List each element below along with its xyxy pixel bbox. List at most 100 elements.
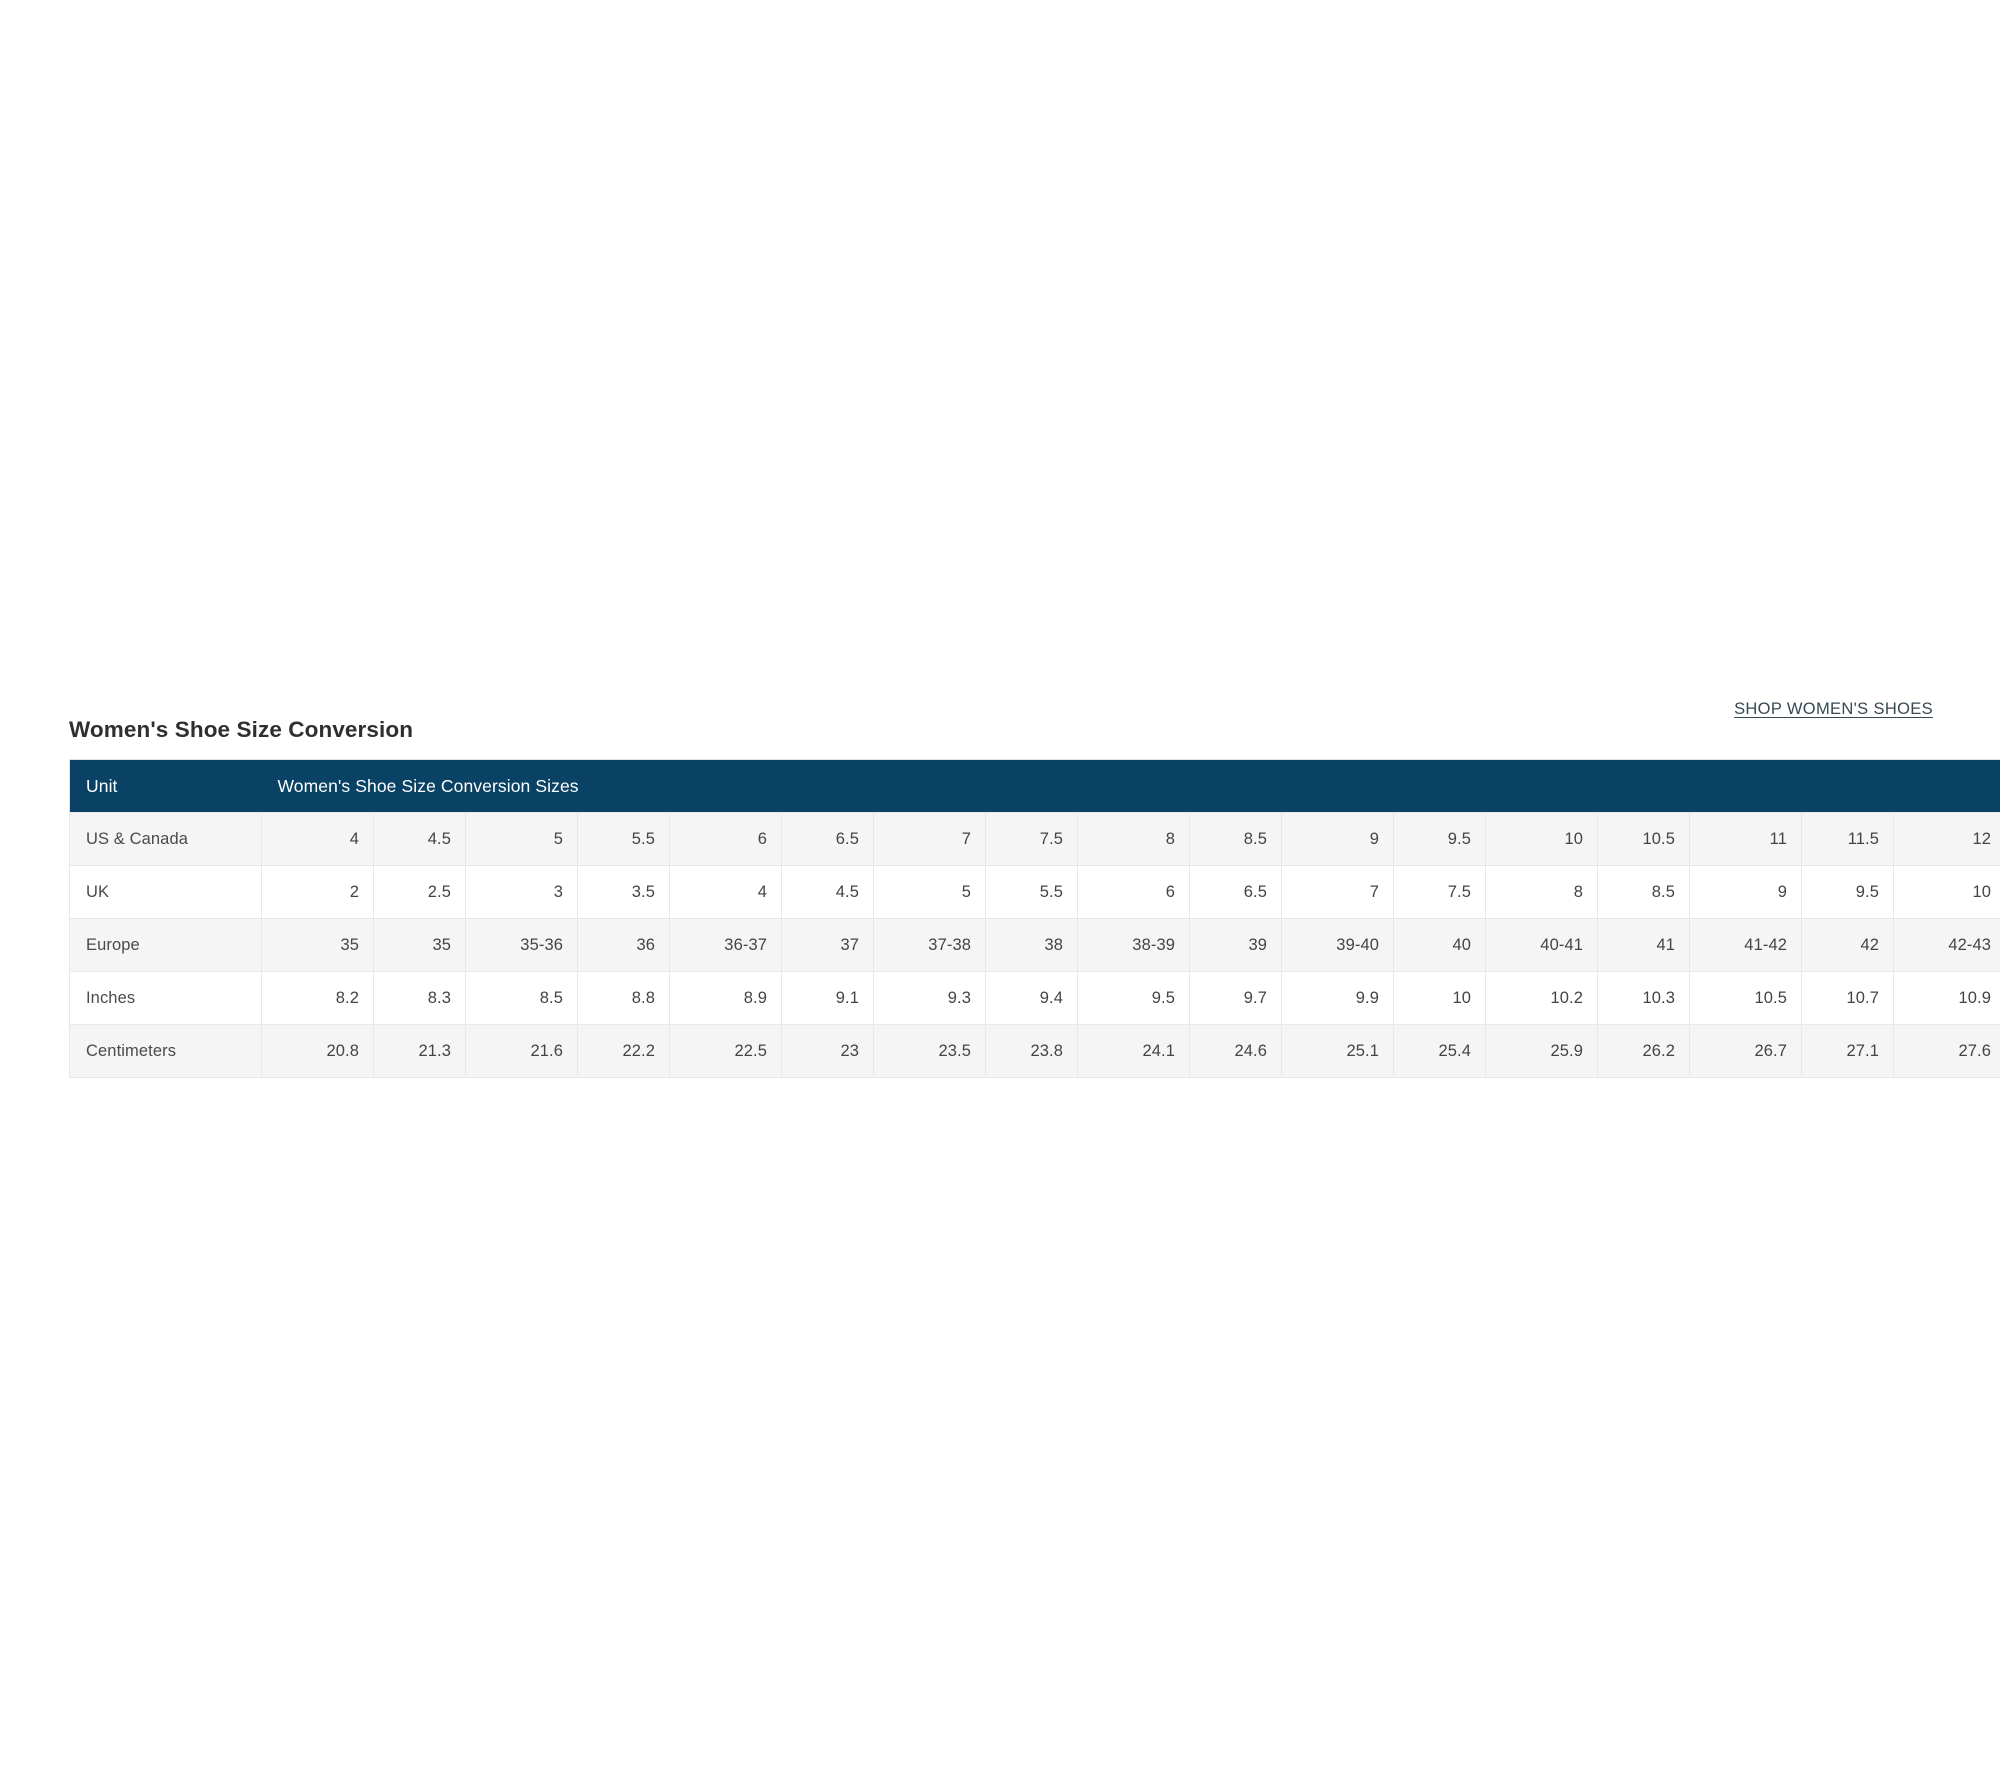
table-cell: 27.1 [1801,1024,1894,1078]
table-cell: 40 [1393,918,1486,972]
table-cell: 9 [1689,865,1802,919]
table-cell: 8.5 [1189,812,1282,866]
table-cell: 4.5 [781,865,874,919]
table-cell: 6 [1077,865,1190,919]
table-row: Inches 8.2 8.3 8.5 8.8 8.9 9.1 9.3 9.4 9.5 9.7 9.9 1… [69,971,2000,1025]
table-cell: 8.8 [577,971,670,1025]
table-cell: 23 [781,1024,874,1078]
table-cell: 9.5 [1077,971,1190,1025]
table-cell: 42-43 [1892,918,2000,972]
table-cell: 10.2 [1485,971,1598,1025]
table-cell: 26.2 [1597,1024,1690,1078]
table-row: Europe 35 35 35-36 36 36-37 37 37-38 38 38-39 39 39… [69,918,2000,972]
table-cell: 8.5 [465,971,578,1025]
table-cell: 36-37 [669,918,782,972]
table-cell: 8 [1485,865,1598,919]
table-row: US & Canada 4 4.5 5 5.5 6 6.5 7 7.5 8 8.5 9 9.5 10 10.… [69,812,2000,866]
table-cell: 22.2 [577,1024,670,1078]
table-cell: 24.6 [1189,1024,1282,1078]
table-cell: 8 [1077,812,1190,866]
table-cell: 10.7 [1801,971,1894,1025]
table-cell: 9.1 [781,971,874,1025]
table-cell: 6.5 [781,812,874,866]
table-cell: 3.5 [577,865,670,919]
column-header-unit: Unit [69,759,262,813]
table-cell: 11.5 [1801,812,1894,866]
table-cell: 38-39 [1077,918,1190,972]
table-cell: 25.4 [1393,1024,1486,1078]
table-cell: 3 [465,865,578,919]
table-row: Centimeters 20.8 21.3 21.6 22.2 22.5 23 23.5 23.… [69,1024,2000,1078]
table-cell: 10.3 [1597,971,1690,1025]
table-cell: 22.5 [669,1024,782,1078]
table-cell: 24.1 [1077,1024,1190,1078]
table-row: UK 2 2.5 3 3.5 4 4.5 5 5.5 6 6.5 7 7.5 8 8.5 9 9.5 10 [69,865,2000,919]
table-cell: 20.8 [261,1024,374,1078]
table-cell: 9.5 [1801,865,1894,919]
table-cell: 40-41 [1485,918,1598,972]
table-cell: 4 [669,865,782,919]
table-cell: 21.3 [373,1024,466,1078]
table-cell: 5.5 [577,812,670,866]
table-cell: 9.7 [1189,971,1282,1025]
table-cell: 25.9 [1485,1024,1598,1078]
table-cell: 2.5 [373,865,466,919]
table-cell: 4 [261,812,374,866]
table-cell: 41 [1597,918,1690,972]
row-label-centimeters: Centimeters [69,1024,262,1078]
table-cell: 8.9 [669,971,782,1025]
table-cell: 10.9 [1892,971,2000,1025]
table-cell: 35 [373,918,466,972]
table-cell: 36 [577,918,670,972]
row-label-uk: UK [69,865,262,919]
table-cell: 35-36 [465,918,578,972]
table-cell: 9.5 [1393,812,1486,866]
table-cell: 9 [1281,812,1394,866]
table-cell: 23.5 [873,1024,986,1078]
table-cell: 8.2 [261,971,374,1025]
table-cell: 10.5 [1597,812,1690,866]
table-cell: 35 [261,918,374,972]
table-cell: 10.5 [1689,971,1802,1025]
page-title: Women's Shoe Size Conversion [69,716,414,742]
table-cell: 21.6 [465,1024,578,1078]
table-cell: 6.5 [1189,865,1282,919]
row-label-us-canada: US & Canada [69,812,262,866]
table-cell: 7.5 [1393,865,1486,919]
table-cell: 10 [1485,812,1598,866]
table-head: Unit Women's Shoe Size Conversion Sizes [69,759,2000,813]
table-cell: 10 [1892,865,2000,919]
table-cell: 5 [465,812,578,866]
table-cell: 41-42 [1689,918,1802,972]
table-cell: 6 [669,812,782,866]
size-chart-section: Women's Shoe Size Conversion SHOP WOMEN'… [69,697,2000,1078]
table-cell: 39 [1189,918,1282,972]
table-cell: 27.6 [1892,1024,2000,1078]
table-cell: 2 [261,865,374,919]
table-cell: 42 [1801,918,1894,972]
table-body: US & Canada 4 4.5 5 5.5 6 6.5 7 7.5 8 8.5 9 9.5 10 10.… [69,812,2000,1078]
row-label-europe: Europe [69,918,262,972]
table-cell: 10 [1393,971,1486,1025]
shop-womens-shoes-link[interactable]: SHOP WOMEN'S SHOES [1734,700,1933,718]
table-cell: 9.3 [873,971,986,1025]
table-cell: 37-38 [873,918,986,972]
table-cell: 9.9 [1281,971,1394,1025]
table-cell: 8.3 [373,971,466,1025]
table-cell: 7.5 [985,812,1078,866]
column-header-sizes: Women's Shoe Size Conversion Sizes [261,759,2000,813]
size-conversion-table: Unit Women's Shoe Size Conversion Sizes … [69,759,2000,1078]
table-cell: 26.7 [1689,1024,1802,1078]
table-cell: 5 [873,865,986,919]
table-cell: 7 [873,812,986,866]
table-cell: 11 [1689,812,1802,866]
table-cell: 39-40 [1281,918,1394,972]
table-header-row: Unit Women's Shoe Size Conversion Sizes [69,759,2000,813]
table-cell: 4.5 [373,812,466,866]
size-chart-header: Women's Shoe Size Conversion SHOP WOMEN'… [69,697,1933,742]
table-cell: 7 [1281,865,1394,919]
row-label-inches: Inches [69,971,262,1025]
table-cell: 38 [985,918,1078,972]
table-cell: 9.4 [985,971,1078,1025]
